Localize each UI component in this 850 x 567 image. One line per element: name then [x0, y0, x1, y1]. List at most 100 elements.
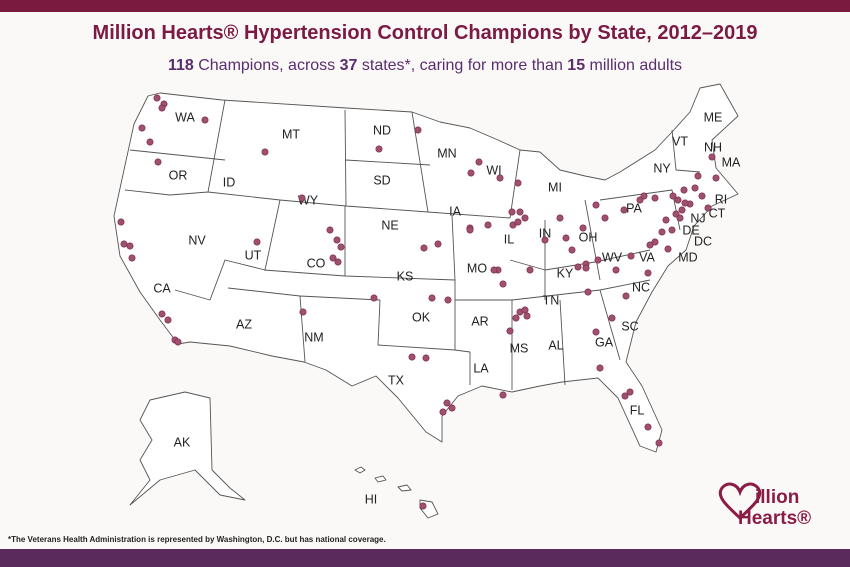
- state-label: NE: [381, 218, 398, 232]
- state-label: MA: [722, 155, 741, 169]
- champion-dot: [622, 292, 630, 300]
- state-label: AR: [471, 314, 488, 328]
- champion-dot: [523, 312, 531, 320]
- state-borders: [124, 99, 701, 390]
- state-label: PA: [626, 201, 642, 215]
- champion-dot: [419, 502, 427, 510]
- champion-dot: [158, 104, 166, 112]
- champion-dot: [521, 214, 529, 222]
- state-label: MI: [548, 180, 562, 194]
- subtitle-part: states*, caring for more than: [357, 57, 567, 74]
- champion-dot: [698, 192, 706, 200]
- champion-dot: [153, 94, 161, 102]
- state-label: MN: [437, 146, 456, 160]
- alaska: [129, 391, 246, 506]
- state-label: NC: [632, 280, 650, 294]
- state-label: HI: [365, 492, 378, 506]
- champion-dot: [120, 240, 128, 248]
- champion-dot: [521, 306, 529, 314]
- champion-dot: [526, 266, 534, 274]
- state-label: TN: [543, 293, 560, 307]
- state-label: VT: [672, 134, 688, 148]
- champion-dot: [422, 354, 430, 362]
- champion-dot: [568, 246, 576, 254]
- state-label: ME: [704, 110, 723, 124]
- state-label: CT: [709, 206, 726, 220]
- champion-dot: [253, 238, 261, 246]
- champion-dot: [298, 194, 306, 202]
- champion-dot: [299, 308, 307, 316]
- champion-dot: [680, 186, 688, 194]
- champion-dot: [375, 145, 383, 153]
- subtitle-part: 118: [168, 57, 194, 74]
- champion-dot: [126, 242, 134, 250]
- map-shapes: [113, 83, 739, 519]
- champion-dot: [261, 148, 269, 156]
- champion-dot: [514, 218, 522, 226]
- champion-dot: [627, 252, 635, 260]
- state-label: WV: [602, 250, 623, 264]
- state-label: UT: [245, 248, 262, 262]
- state-label: DC: [694, 234, 712, 248]
- champion-dot: [499, 391, 507, 399]
- champion-dot: [408, 353, 416, 361]
- champion-dot: [174, 338, 182, 346]
- state-label: WI: [486, 163, 501, 177]
- champion-dot: [579, 224, 587, 232]
- champion-dot: [466, 226, 474, 234]
- state-label: MT: [282, 127, 300, 141]
- champion-dot: [334, 258, 342, 266]
- state-label: OK: [412, 310, 431, 324]
- state-label: DE: [682, 223, 699, 237]
- champion-dot: [506, 327, 514, 335]
- champion-dot: [428, 294, 436, 302]
- champion-dot: [601, 214, 609, 222]
- state-label: IA: [449, 204, 461, 218]
- champion-dot: [655, 439, 663, 447]
- logo-line1: illion: [755, 487, 799, 508]
- champion-dot: [448, 404, 456, 412]
- champion-dot: [644, 423, 652, 431]
- champion-dot: [434, 240, 442, 248]
- champion-dot: [443, 399, 451, 407]
- champion-dot: [668, 226, 676, 234]
- champion-dot: [444, 296, 452, 304]
- state-label: FL: [630, 403, 645, 417]
- us-outline: [113, 83, 739, 453]
- champion-dot: [574, 263, 582, 271]
- state-label: NM: [304, 330, 323, 344]
- state-label: VA: [639, 250, 655, 264]
- state-label: OR: [169, 168, 188, 182]
- subtitle-part: Champions, across: [194, 57, 340, 74]
- state-label: KY: [557, 266, 574, 280]
- champion-dot: [370, 294, 378, 302]
- champion-dot: [621, 392, 629, 400]
- champion-dot: [514, 179, 522, 187]
- bottom-band: [0, 549, 850, 567]
- champion-dot: [337, 243, 345, 251]
- champion-dot: [484, 221, 492, 229]
- champion-dot: [117, 218, 125, 226]
- hawaii: [354, 466, 439, 519]
- champion-dot: [512, 314, 520, 322]
- champion-dot: [620, 206, 628, 214]
- champion-dot: [676, 214, 684, 222]
- state-label: ND: [373, 123, 391, 137]
- champion-dot: [329, 254, 337, 262]
- subtitle-part: 37: [340, 57, 358, 74]
- state-label: KS: [397, 269, 414, 283]
- champion-dot: [592, 328, 600, 336]
- champion-dot: [584, 288, 592, 296]
- champion-dot: [439, 408, 447, 416]
- state-label: NV: [188, 233, 206, 247]
- champion-dot: [662, 216, 670, 224]
- state-label: CO: [307, 256, 326, 270]
- champion-dot: [326, 226, 334, 234]
- champion-dot: [154, 158, 162, 166]
- top-band: [0, 0, 850, 12]
- state-label: OH: [579, 230, 598, 244]
- champion-dot: [541, 236, 549, 244]
- state-label: NH: [704, 140, 722, 154]
- champion-dot: [333, 236, 341, 244]
